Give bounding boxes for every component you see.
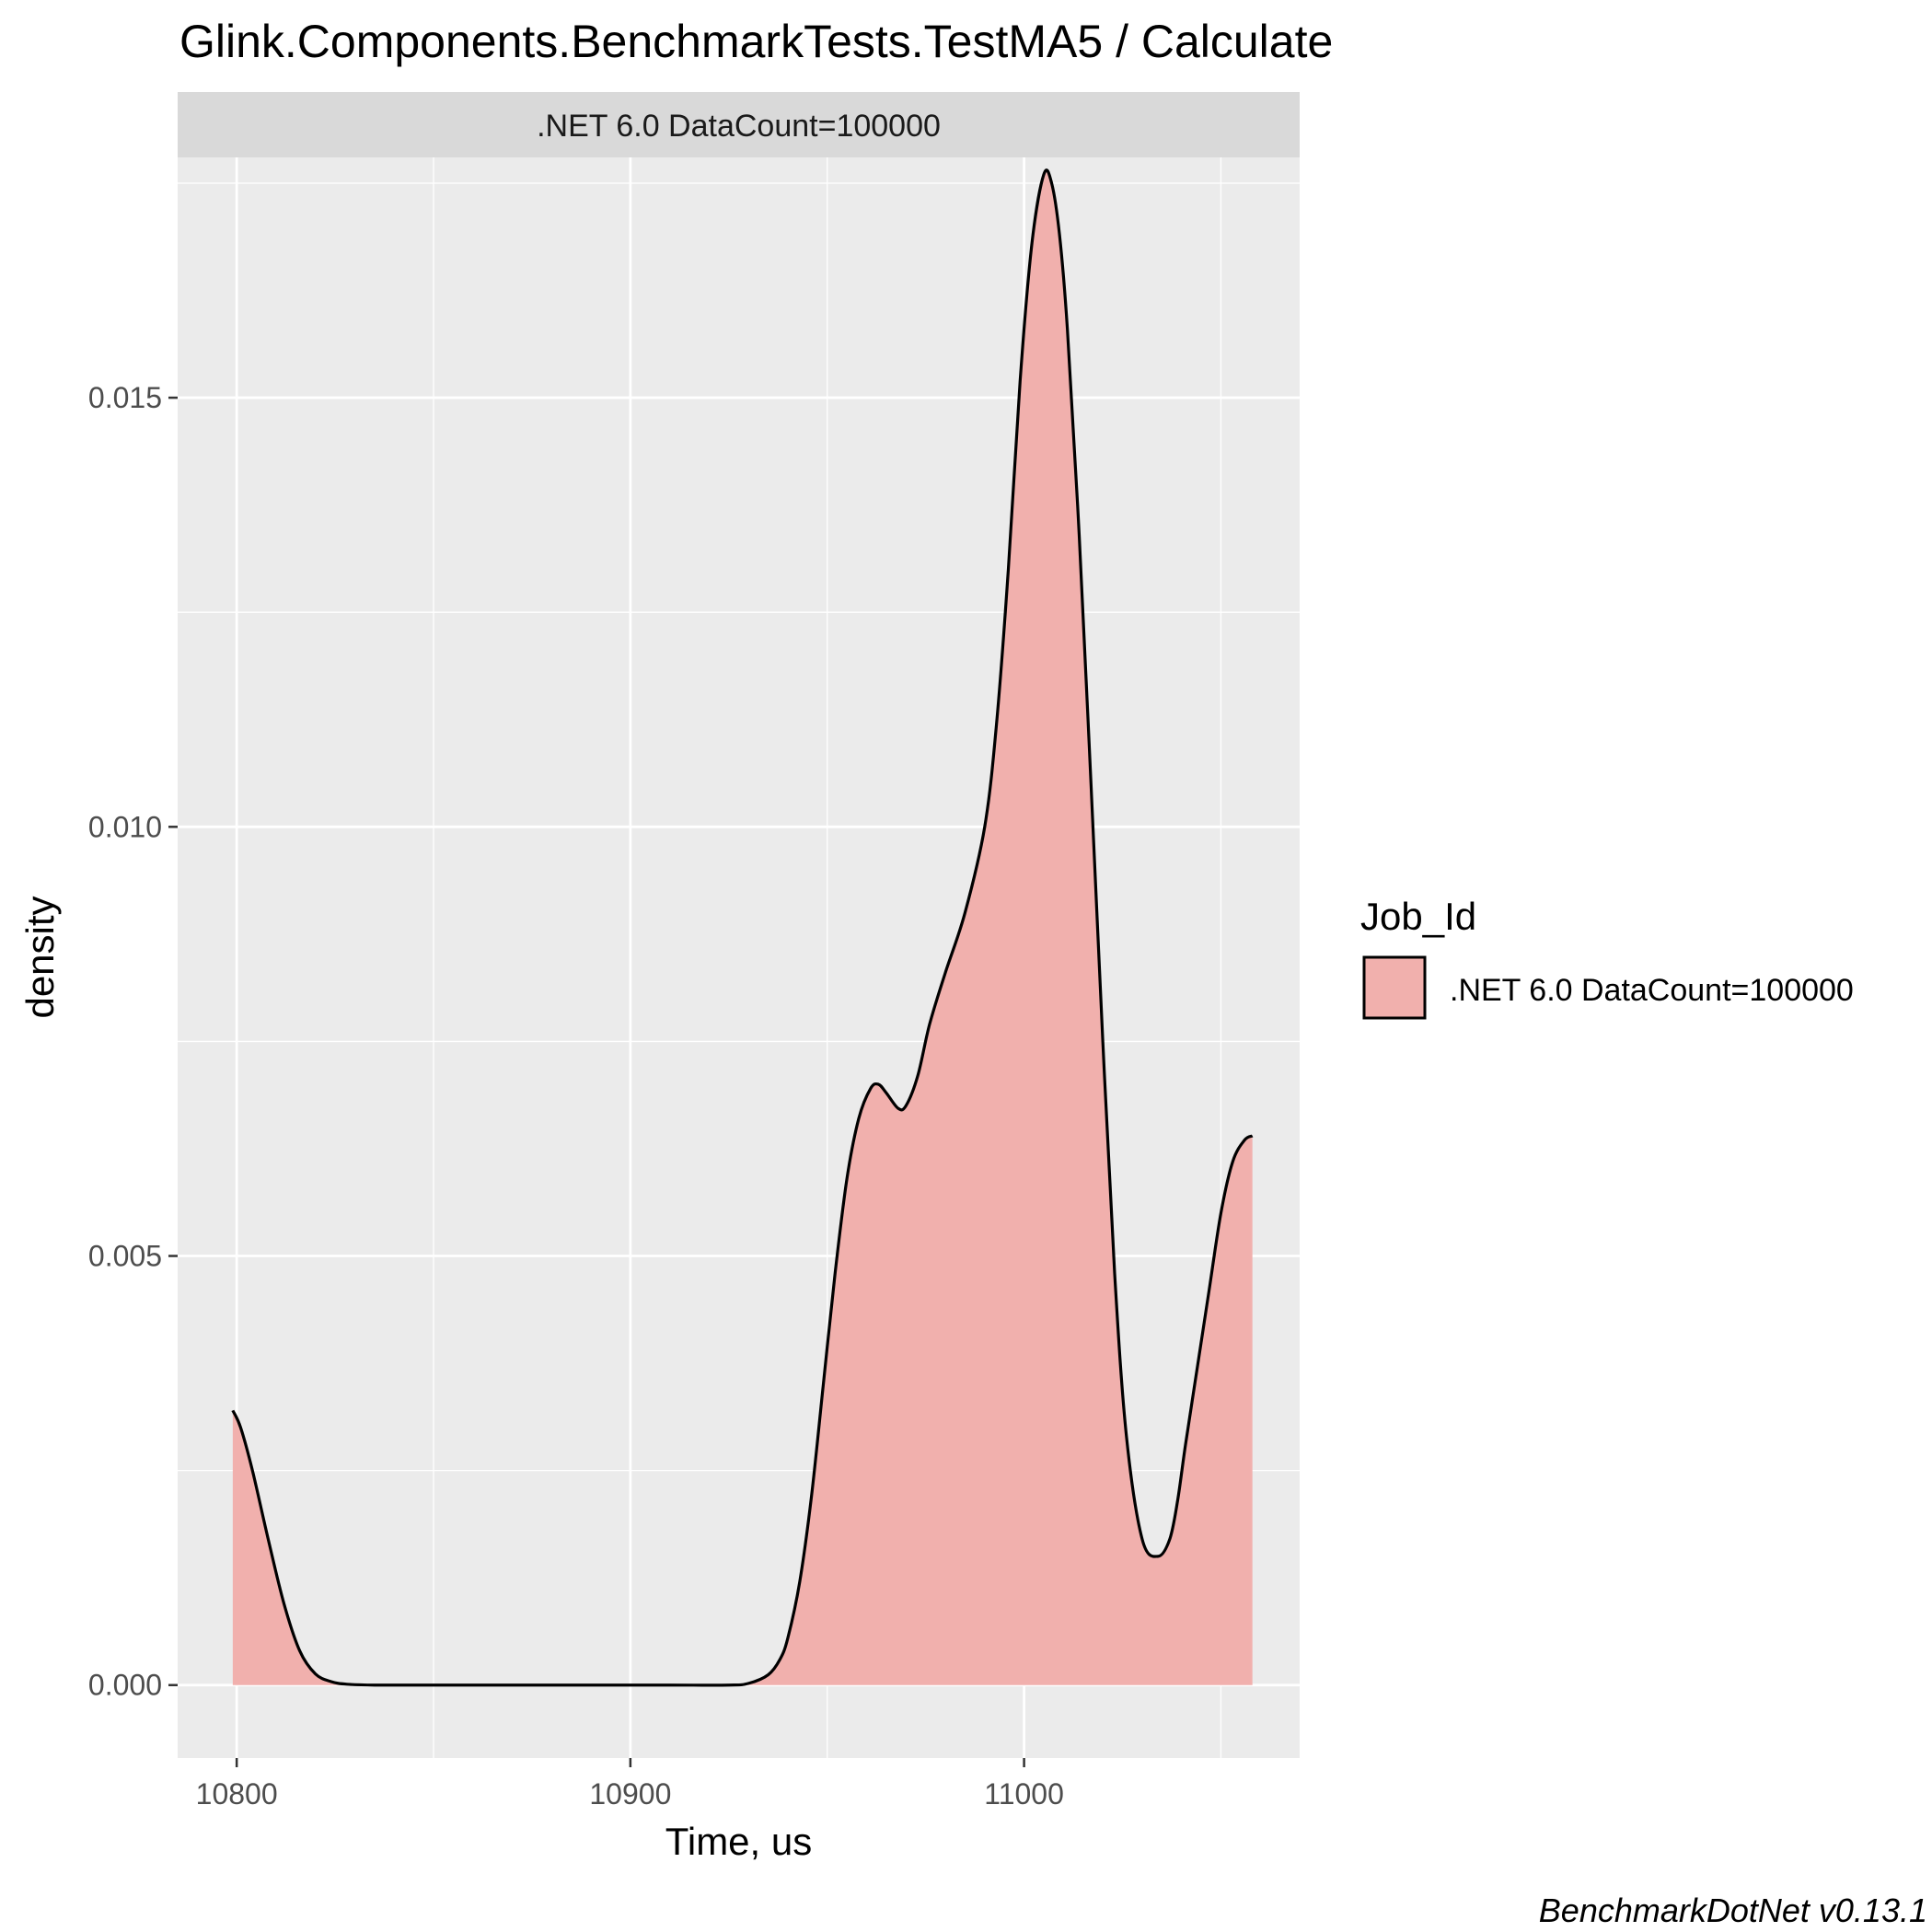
y-tick-label: 0.000 — [88, 1669, 162, 1702]
y-tick-label: 0.005 — [88, 1240, 162, 1273]
legend-title: Job_Id — [1360, 895, 1476, 938]
y-axis-tick-labels: 0.000 0.005 0.010 0.015 — [88, 381, 162, 1702]
facet-label: .NET 6.0 DataCount=100000 — [537, 109, 941, 144]
x-axis-tick-labels: 10800 10900 11000 — [196, 1777, 1064, 1811]
x-tick-label: 10900 — [589, 1777, 671, 1811]
axis-ticks — [168, 396, 1025, 1767]
density-area — [232, 169, 1253, 1685]
legend-key — [1362, 955, 1427, 1020]
facet-strip — [178, 92, 1300, 157]
x-axis-title: Time, us — [665, 1820, 812, 1863]
chart-title: Glink.Components.BenchmarkTests.TestMA5 … — [179, 16, 1333, 67]
caption: BenchmarkDotNet v0.13.1 — [1539, 1892, 1927, 1929]
x-tick-label: 11000 — [984, 1777, 1064, 1811]
density-series — [231, 168, 1254, 1687]
density-line — [231, 168, 1254, 1687]
y-tick-label: 0.015 — [88, 381, 162, 414]
y-axis-title: density — [18, 896, 62, 1018]
x-tick-label: 10800 — [196, 1777, 278, 1811]
legend-label: .NET 6.0 DataCount=100000 — [1450, 973, 1854, 1008]
y-tick-label: 0.010 — [88, 810, 162, 843]
